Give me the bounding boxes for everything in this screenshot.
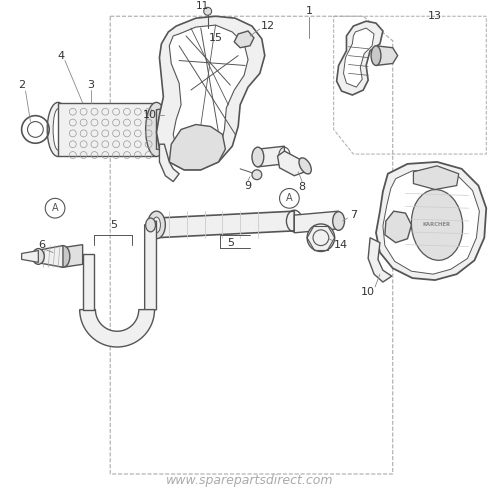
Polygon shape [383,170,480,274]
Ellipse shape [412,190,463,260]
Circle shape [252,170,262,179]
Polygon shape [278,151,305,176]
Text: www.sparepartsdirect.com: www.sparepartsdirect.com [166,474,334,488]
Polygon shape [368,238,392,282]
Polygon shape [336,21,383,95]
Ellipse shape [332,212,344,231]
Ellipse shape [56,246,70,268]
Circle shape [280,188,299,208]
Ellipse shape [152,217,160,233]
Polygon shape [80,310,154,347]
Text: 10: 10 [361,287,375,297]
Text: 4: 4 [58,50,64,60]
Text: 6: 6 [38,240,45,250]
Circle shape [204,8,212,15]
Polygon shape [156,211,294,238]
Text: KARCHER: KARCHER [423,222,451,228]
Ellipse shape [53,109,63,150]
Polygon shape [58,103,156,156]
Ellipse shape [146,218,156,232]
Ellipse shape [176,105,196,154]
Ellipse shape [252,147,264,167]
Ellipse shape [299,158,312,174]
Polygon shape [376,46,398,66]
Text: 11: 11 [196,2,209,12]
Text: 14: 14 [334,240,347,250]
Text: 2: 2 [18,80,25,90]
Polygon shape [414,166,459,190]
Polygon shape [22,250,38,262]
Polygon shape [63,244,82,268]
Text: A: A [52,203,59,213]
Text: 5: 5 [110,220,117,230]
Polygon shape [156,105,186,154]
Text: 13: 13 [428,11,442,21]
Ellipse shape [47,102,69,156]
Polygon shape [385,211,411,242]
Text: 1: 1 [306,6,312,16]
Polygon shape [344,28,374,87]
Polygon shape [170,124,226,170]
Circle shape [45,198,65,218]
Text: 15: 15 [208,33,222,43]
Ellipse shape [182,114,190,144]
Polygon shape [376,162,486,280]
Polygon shape [160,144,179,182]
Polygon shape [258,146,284,167]
Circle shape [307,224,334,252]
Text: 5: 5 [227,238,234,248]
Ellipse shape [371,46,381,66]
Polygon shape [156,16,265,170]
Polygon shape [82,254,94,310]
Text: 7: 7 [350,210,357,220]
Text: 3: 3 [87,80,94,90]
Polygon shape [294,211,339,233]
Ellipse shape [148,211,166,238]
Text: A: A [286,194,292,203]
Text: 10: 10 [142,110,156,120]
Ellipse shape [32,248,44,264]
Polygon shape [42,246,63,268]
Ellipse shape [146,102,168,156]
Text: 9: 9 [244,180,252,190]
Polygon shape [170,25,248,160]
Text: 12: 12 [260,21,275,31]
Polygon shape [234,31,254,48]
Text: 8: 8 [298,182,306,192]
Polygon shape [144,221,156,314]
